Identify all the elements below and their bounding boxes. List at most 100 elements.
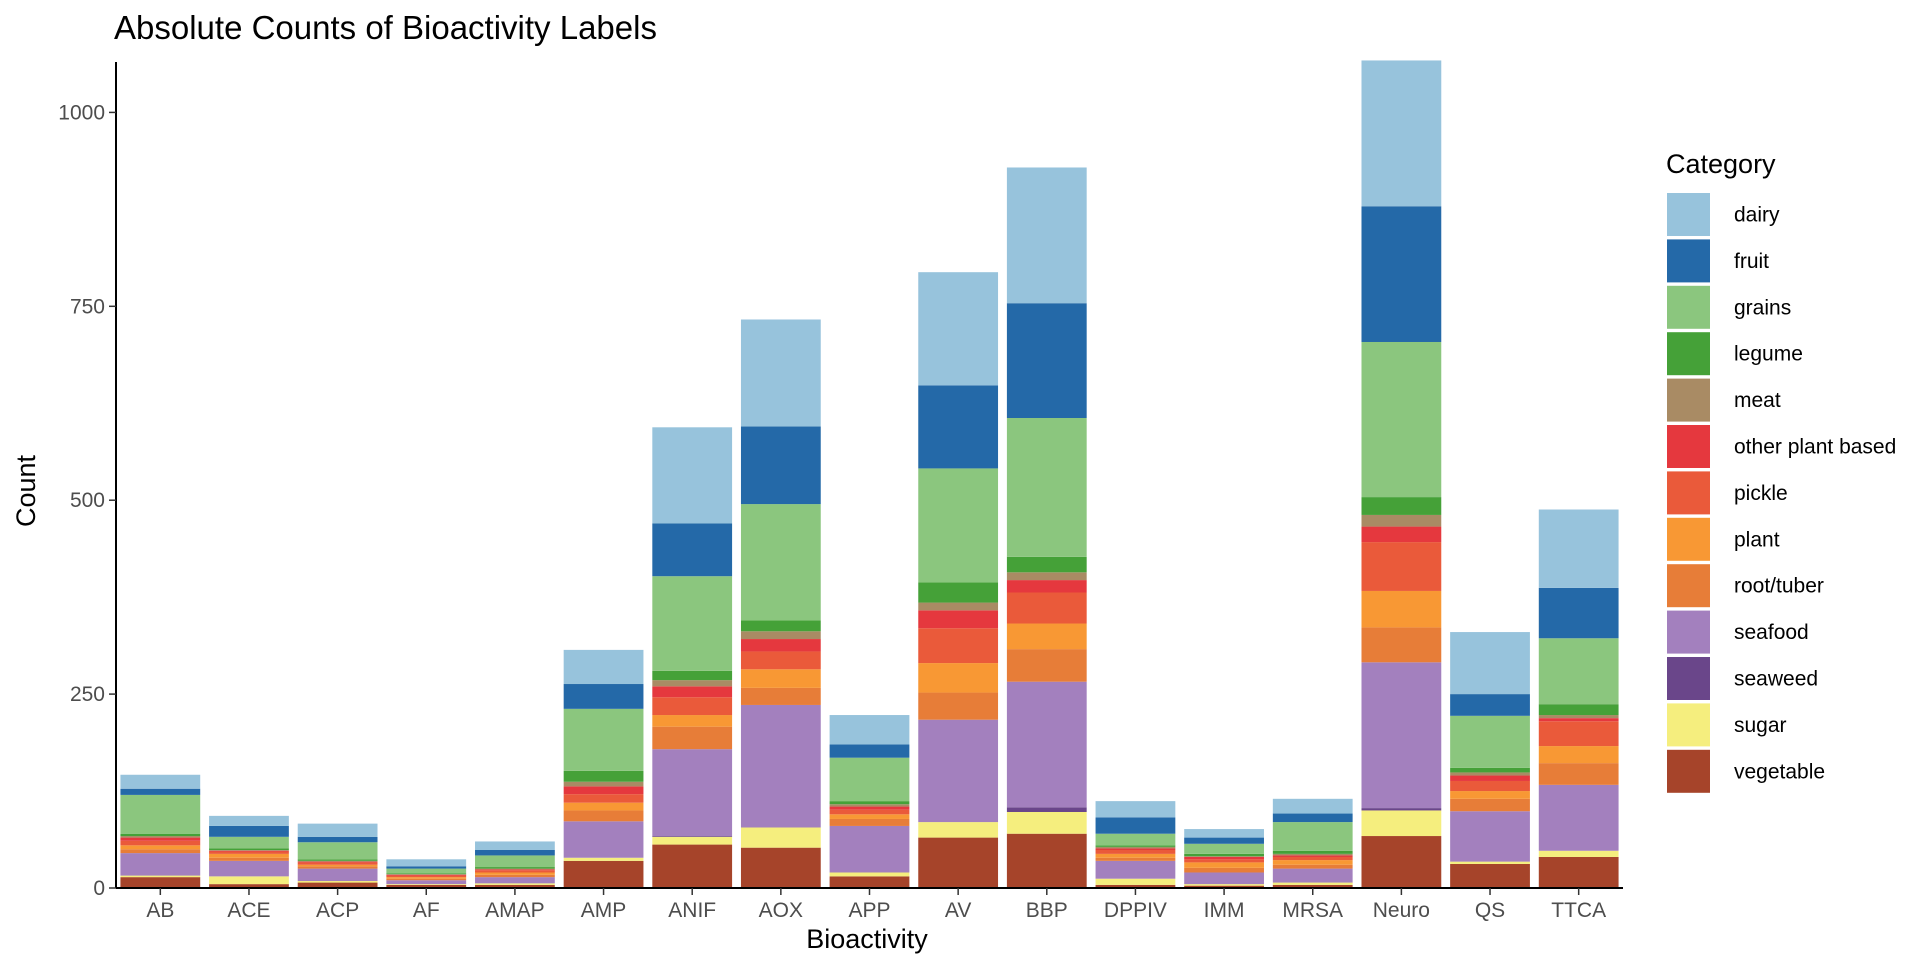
bar-segment-app-sugar bbox=[829, 872, 910, 877]
legend-key-grains bbox=[1667, 285, 1710, 329]
x-tick-label-bbp: BBP bbox=[1026, 899, 1068, 922]
bar-segment-acp-sugar bbox=[297, 881, 378, 883]
x-tick-label-aox: AOX bbox=[759, 899, 803, 922]
bar-segment-aox-plant bbox=[740, 669, 821, 688]
bar-segment-app-dairy bbox=[829, 715, 910, 745]
bar-segment-bbp-plant bbox=[1006, 623, 1087, 650]
bar-segment-amp-pickle bbox=[563, 794, 644, 803]
bar-segment-qs-plant bbox=[1450, 791, 1530, 799]
bar-segment-amap-other-plant-based bbox=[475, 869, 555, 871]
x-axis-title: Bioactivity bbox=[806, 924, 928, 954]
bar-segment-app-root-tuber bbox=[829, 818, 910, 826]
bar-segment-neuro-vegetable bbox=[1361, 836, 1442, 888]
bar-segment-anif-meat bbox=[652, 680, 733, 687]
bar-segment-qs-root-tuber bbox=[1450, 798, 1530, 812]
bar-segment-av-seafood bbox=[918, 719, 999, 823]
bar-segment-anif-legume bbox=[652, 670, 733, 681]
bar-segment-av-root-tuber bbox=[918, 692, 999, 720]
bar-segment-imm-legume bbox=[1184, 853, 1264, 857]
bar-segment-amap-dairy bbox=[475, 841, 555, 850]
bar-segment-qs-dairy bbox=[1450, 632, 1530, 695]
legend-label-fruit: fruit bbox=[1734, 250, 1769, 273]
bar-segment-ace-plant bbox=[209, 853, 289, 858]
bar-segment-ab-vegetable bbox=[120, 877, 201, 888]
y-tick-label: 250 bbox=[70, 683, 105, 706]
bar-segment-app-grains bbox=[829, 757, 910, 802]
bar-segment-bbp-fruit bbox=[1006, 303, 1087, 418]
bar-segment-ace-dairy bbox=[209, 815, 289, 826]
legend-title: Category bbox=[1666, 149, 1776, 179]
bar-segment-amp-other-plant-based bbox=[563, 786, 644, 795]
bar-segment-neuro-plant bbox=[1361, 590, 1442, 628]
legend-key-legume bbox=[1667, 332, 1710, 376]
bar-segment-imm-other-plant-based bbox=[1184, 856, 1264, 860]
bar-segment-dppiv-dairy bbox=[1095, 801, 1176, 818]
y-axis-title: Count bbox=[11, 454, 41, 527]
bar-segment-amap-meat bbox=[475, 868, 555, 870]
legend-label-seafood: seafood bbox=[1734, 621, 1809, 644]
x-tick-label-imm: IMM bbox=[1204, 899, 1245, 922]
x-tick-label-qs: QS bbox=[1475, 899, 1505, 922]
bar-segment-imm-dairy bbox=[1184, 829, 1264, 838]
bar-segment-amp-root-tuber bbox=[563, 810, 644, 822]
legend-label-sugar: sugar bbox=[1734, 714, 1787, 737]
bar-segment-acp-legume bbox=[297, 859, 378, 861]
x-tick-label-acp: ACP bbox=[316, 899, 359, 922]
bar-segment-ace-sugar bbox=[209, 876, 289, 885]
bar-segment-ace-fruit bbox=[209, 825, 289, 837]
bar-segment-qs-other-plant-based bbox=[1450, 775, 1530, 781]
bar-segment-ab-dairy bbox=[120, 774, 201, 789]
legend-key-sugar bbox=[1667, 703, 1710, 747]
x-tick-label-neuro: Neuro bbox=[1373, 899, 1430, 922]
bar-segment-qs-legume bbox=[1450, 767, 1530, 773]
x-tick-label-app: APP bbox=[848, 899, 890, 922]
y-tick-label: 750 bbox=[70, 295, 105, 318]
bar-segment-app-seafood bbox=[829, 825, 910, 873]
bar-segment-qs-sugar bbox=[1450, 861, 1530, 864]
bars-layer bbox=[120, 60, 1619, 888]
bar-segment-anif-dairy bbox=[652, 427, 733, 524]
bar-segment-imm-plant bbox=[1184, 862, 1264, 868]
bar-segment-af-root-tuber bbox=[386, 878, 467, 881]
bar-segment-dppiv-sugar bbox=[1095, 878, 1176, 885]
bar-segment-acp-plant bbox=[297, 864, 378, 867]
bar-segment-af-dairy bbox=[386, 859, 467, 867]
bar-segment-neuro-grains bbox=[1361, 341, 1442, 498]
legend-label-other-plant-based: other plant based bbox=[1734, 436, 1896, 459]
bar-segment-av-pickle bbox=[918, 628, 999, 664]
bar-segment-mrsa-sugar bbox=[1272, 882, 1353, 885]
bar-segment-anif-other-plant-based bbox=[652, 686, 733, 698]
bar-segment-qs-vegetable bbox=[1450, 863, 1530, 888]
bar-segment-qs-pickle bbox=[1450, 780, 1530, 792]
bar-segment-ace-legume bbox=[209, 848, 289, 850]
legend-key-pickle bbox=[1667, 471, 1710, 515]
bar-segment-ttca-legume bbox=[1538, 704, 1619, 716]
bar-segment-anif-pickle bbox=[652, 697, 733, 716]
bar-segment-anif-seafood bbox=[652, 749, 733, 837]
bar-segment-ace-seafood bbox=[209, 860, 289, 877]
bar-segment-dppiv-vegetable bbox=[1095, 884, 1176, 888]
bar-segment-af-meat bbox=[386, 874, 467, 875]
bar-segment-amap-plant bbox=[475, 872, 555, 875]
bar-segment-ab-meat bbox=[120, 836, 201, 838]
bar-segment-ace-other-plant-based bbox=[209, 850, 289, 852]
bar-segment-ace-root-tuber bbox=[209, 857, 289, 861]
chart-title: Absolute Counts of Bioactivity Labels bbox=[114, 9, 657, 46]
bar-segment-aox-meat bbox=[740, 631, 821, 640]
bar-segment-av-meat bbox=[918, 602, 999, 611]
bar-segment-ttca-grains bbox=[1538, 638, 1619, 705]
bar-segment-dppiv-seafood bbox=[1095, 860, 1176, 879]
bar-segment-ttca-plant bbox=[1538, 746, 1619, 764]
bar-segment-anif-grains bbox=[652, 576, 733, 671]
bar-segment-amp-vegetable bbox=[563, 860, 644, 888]
bar-segment-aox-vegetable bbox=[740, 847, 821, 888]
bar-segment-acp-meat bbox=[297, 860, 378, 862]
bar-segment-imm-meat bbox=[1184, 856, 1264, 857]
bar-segment-av-sugar bbox=[918, 822, 999, 838]
bar-segment-amp-grains bbox=[563, 708, 644, 771]
bar-segment-bbp-other-plant-based bbox=[1006, 580, 1087, 593]
bar-segment-mrsa-fruit bbox=[1272, 813, 1353, 823]
bar-segment-bbp-root-tuber bbox=[1006, 649, 1087, 682]
x-tick-label-amap: AMAP bbox=[485, 899, 545, 922]
